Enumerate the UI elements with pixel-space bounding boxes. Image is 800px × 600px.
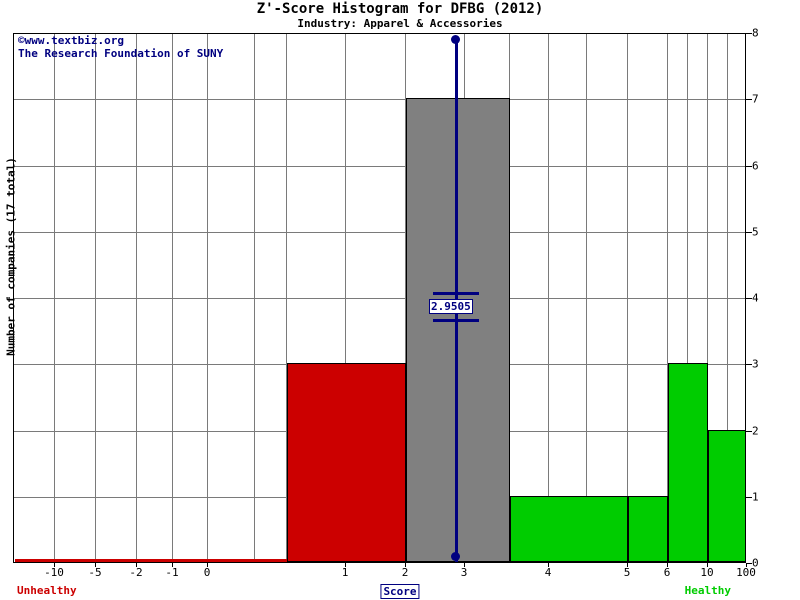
histogram-bar	[708, 429, 745, 562]
x-tick-label: 1	[341, 566, 349, 579]
y-tick-label: 6	[752, 159, 759, 172]
x-tick-label: 2	[401, 566, 409, 579]
chart-title: Z'-Score Histogram for DFBG (2012)	[256, 1, 544, 17]
y-tick-mark	[746, 298, 752, 299]
x-tick-label: -10	[44, 566, 64, 579]
x-tick-label: 4	[544, 566, 552, 579]
y-gridline	[14, 231, 745, 233]
plot-area: 2.9505	[13, 33, 746, 563]
y-tick-label: 3	[752, 357, 759, 371]
y-tick-mark	[746, 165, 752, 167]
x-gridline	[136, 34, 137, 562]
score-value-label: 2.9505	[429, 299, 473, 314]
x-axis-caption: Score	[380, 584, 420, 599]
y-tick-mark	[746, 231, 752, 233]
watermark-line-1: ©www.textbiz.org	[18, 34, 124, 47]
score-marker-cap	[433, 319, 479, 322]
x-gridline	[586, 34, 587, 562]
histogram-bar	[406, 98, 510, 562]
x-tick-label: -5	[88, 566, 102, 579]
histogram-bar	[510, 495, 628, 562]
x-tick-label: 100	[736, 566, 756, 579]
x-gridline	[54, 34, 55, 562]
x-tick-mark	[405, 563, 406, 567]
x-gridline	[548, 34, 549, 562]
x-tick-label: 0	[203, 566, 211, 579]
x-gridline	[405, 34, 406, 562]
unhealthy-baseline	[15, 559, 287, 562]
x-gridline	[345, 34, 346, 562]
x-gridline	[627, 34, 628, 562]
y-gridline	[14, 298, 745, 299]
healthy-label: Healthy	[684, 584, 731, 597]
x-tick-label: 5	[623, 566, 631, 579]
y-tick-mark	[746, 496, 752, 498]
x-tick-mark	[667, 563, 668, 567]
y-tick-mark	[746, 99, 752, 101]
y-tick-label: 0	[752, 556, 759, 570]
x-tick-mark	[136, 563, 137, 567]
y-tick-label: 2	[752, 424, 759, 437]
histogram-bar	[628, 495, 668, 562]
x-gridline	[172, 34, 173, 562]
y-axis-label: Number of companies (17 total)	[4, 157, 18, 356]
x-tick-mark	[548, 563, 549, 567]
x-gridline	[667, 34, 668, 562]
y-tick-label: 5	[752, 225, 759, 239]
score-marker-top-dot	[451, 35, 460, 44]
score-marker-bottom-dot	[451, 552, 460, 561]
histogram-bar	[287, 363, 406, 562]
y-tick-mark	[746, 563, 752, 564]
chart-subtitle: Industry: Apparel & Accessories	[297, 17, 503, 30]
y-tick-mark	[746, 364, 752, 366]
x-gridline	[207, 34, 208, 562]
y-tick-mark	[746, 430, 752, 432]
y-tick-label: 7	[752, 92, 759, 106]
x-tick-mark	[627, 563, 628, 567]
x-tick-label: 10	[700, 566, 714, 579]
x-gridline	[286, 34, 287, 562]
x-tick-mark	[746, 563, 747, 567]
y-tick-label: 1	[752, 490, 759, 504]
plot-layers: 2.9505	[14, 34, 745, 562]
x-tick-label: -1	[165, 566, 179, 579]
x-gridline	[687, 34, 688, 562]
watermark-line-2: The Research Foundation of SUNY	[18, 47, 224, 60]
x-tick-label: 3	[460, 566, 468, 579]
x-tick-mark	[464, 563, 465, 567]
x-tick-label: -2	[129, 566, 143, 579]
x-gridline	[707, 34, 708, 562]
y-gridline	[14, 165, 745, 167]
x-tick-mark	[707, 563, 708, 567]
x-gridline	[727, 34, 728, 562]
x-gridline	[254, 34, 255, 562]
x-tick-mark	[345, 563, 346, 567]
score-marker-cap	[433, 292, 479, 295]
y-gridline	[14, 99, 745, 101]
x-tick-label: 6	[663, 566, 671, 579]
x-tick-mark	[54, 563, 55, 567]
unhealthy-label: Unhealthy	[17, 584, 77, 597]
x-tick-mark	[172, 563, 173, 567]
x-gridline	[95, 34, 96, 562]
y-tick-label: 8	[752, 26, 759, 40]
watermark: ©www.textbiz.org The Research Foundation…	[18, 34, 223, 60]
y-tick-label: 4	[752, 291, 759, 305]
y-tick-mark	[746, 33, 752, 34]
x-tick-mark	[207, 563, 208, 567]
x-tick-mark	[95, 563, 96, 567]
histogram-bar	[668, 363, 708, 562]
